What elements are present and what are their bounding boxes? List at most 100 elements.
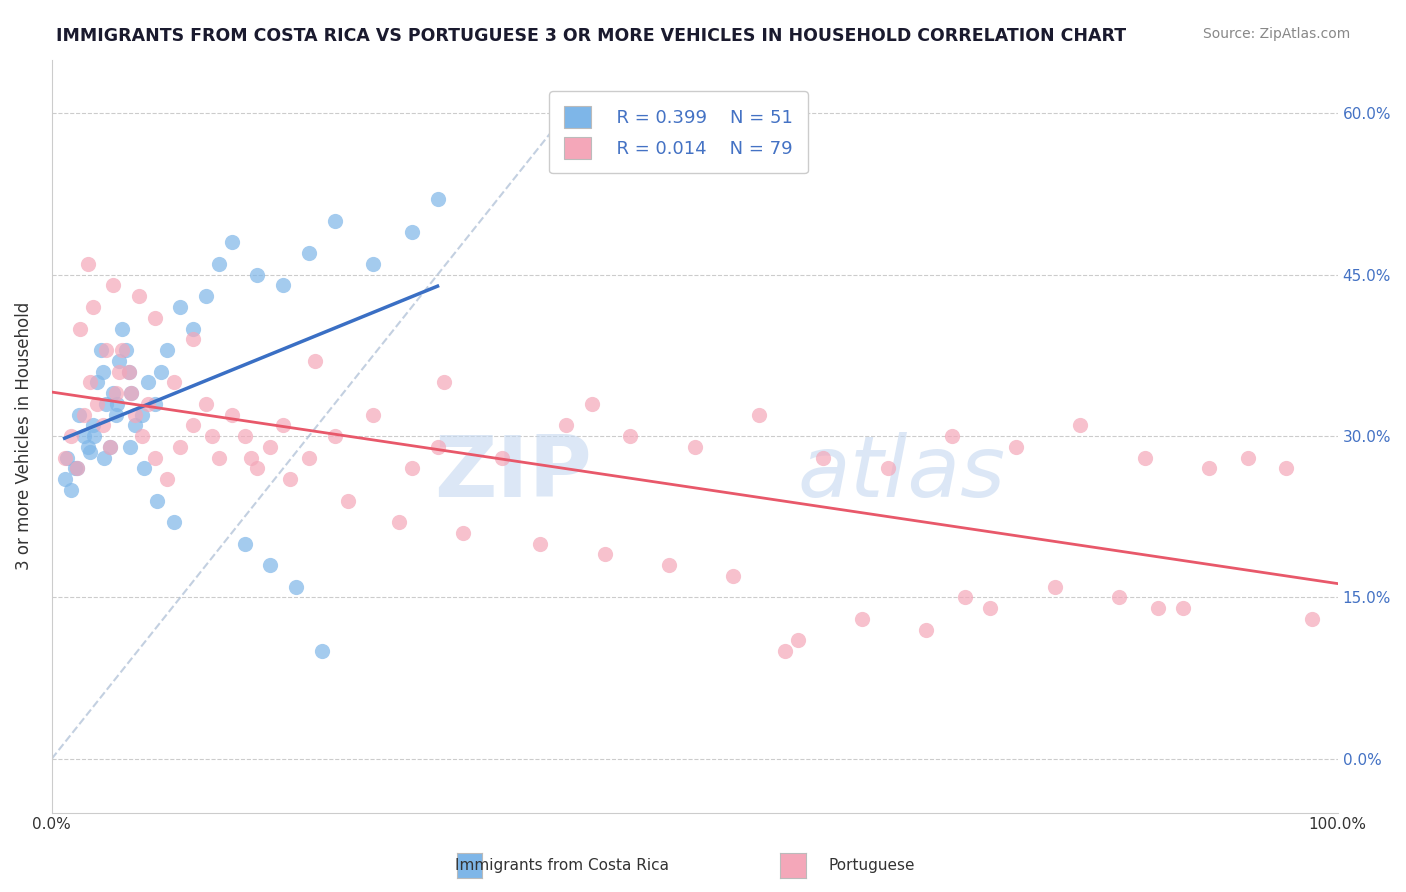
Point (401, 225, 423, 239)
Point (143, 397, 166, 411)
Point (221, 235, 243, 250)
Point (91, 418, 114, 433)
Text: Portuguese: Portuguese (828, 858, 915, 872)
Point (150, 365, 173, 379)
Point (105, 386, 128, 401)
Point (813, 450, 835, 465)
Point (79, 445, 101, 459)
Point (529, 536, 551, 550)
Point (683, 440, 706, 454)
Point (426, 193, 449, 207)
Point (53, 450, 76, 465)
Point (323, 429, 346, 443)
Point (1173, 601, 1195, 615)
Point (619, 429, 641, 443)
Point (76, 440, 98, 454)
Text: atlas: atlas (797, 433, 1005, 516)
Point (69, 321, 91, 335)
Y-axis label: 3 or more Vehicles in Household: 3 or more Vehicles in Household (15, 302, 32, 570)
Point (401, 461, 423, 475)
Point (304, 353, 326, 368)
Point (233, 429, 256, 443)
Point (311, 644, 333, 658)
Point (240, 450, 263, 465)
Point (278, 472, 301, 486)
Point (124, 418, 146, 433)
Point (298, 450, 321, 465)
Point (98, 440, 121, 454)
Point (658, 558, 681, 573)
Point (73, 429, 96, 443)
Point (169, 300, 191, 314)
Point (111, 321, 134, 335)
Point (134, 461, 156, 475)
Point (361, 257, 384, 271)
Text: IMMIGRANTS FROM COSTA RICA VS PORTUGUESE 3 OR MORE VEHICLES IN HOUSEHOLD CORRELA: IMMIGRANTS FROM COSTA RICA VS PORTUGUESE… (56, 27, 1126, 45)
Point (86, 376, 108, 390)
Point (67, 408, 90, 422)
Point (118, 365, 141, 379)
Point (76, 257, 98, 271)
Point (748, 408, 770, 422)
Point (221, 408, 243, 422)
Point (1301, 612, 1323, 626)
Point (79, 376, 101, 390)
Point (208, 257, 231, 271)
Point (555, 418, 578, 433)
Point (181, 321, 204, 335)
Point (94, 343, 117, 357)
Point (786, 633, 808, 648)
Point (1108, 591, 1130, 605)
Point (105, 408, 128, 422)
Point (1069, 418, 1091, 433)
Point (1236, 450, 1258, 465)
Point (195, 397, 218, 411)
Point (82, 418, 104, 433)
Point (136, 376, 159, 390)
Point (941, 429, 963, 443)
Point (1275, 461, 1298, 475)
Point (115, 343, 138, 357)
Point (163, 515, 186, 529)
Point (433, 376, 456, 390)
Point (83, 429, 105, 443)
Point (259, 558, 281, 573)
Point (233, 536, 256, 550)
Point (915, 623, 938, 637)
Point (73, 408, 96, 422)
Point (723, 569, 745, 583)
Text: Source: ZipAtlas.com: Source: ZipAtlas.com (1202, 27, 1350, 41)
Point (131, 429, 153, 443)
Point (1198, 461, 1220, 475)
Point (246, 461, 269, 475)
Point (1146, 601, 1168, 615)
Point (388, 515, 411, 529)
Point (82, 300, 104, 314)
Point (118, 365, 141, 379)
Point (336, 493, 359, 508)
Point (121, 386, 143, 401)
Point (121, 386, 143, 401)
Point (146, 493, 169, 508)
Point (103, 386, 125, 401)
Point (107, 353, 129, 368)
Point (94, 397, 117, 411)
Point (60, 483, 83, 497)
Point (90, 343, 112, 357)
Point (181, 332, 204, 346)
Text: Immigrants from Costa Rica: Immigrants from Costa Rica (456, 858, 669, 872)
Point (451, 525, 474, 540)
Point (143, 310, 166, 325)
Point (93, 450, 115, 465)
Legend:   R = 0.399    N = 51,   R = 0.014    N = 79: R = 0.399 N = 51, R = 0.014 N = 79 (550, 91, 807, 173)
Point (163, 376, 186, 390)
Point (156, 343, 179, 357)
Point (208, 450, 231, 465)
Point (53, 472, 76, 486)
Point (66, 461, 89, 475)
Text: ZIP: ZIP (434, 433, 592, 516)
Point (86, 397, 108, 411)
Point (169, 440, 191, 454)
Point (361, 408, 384, 422)
Point (259, 440, 281, 454)
